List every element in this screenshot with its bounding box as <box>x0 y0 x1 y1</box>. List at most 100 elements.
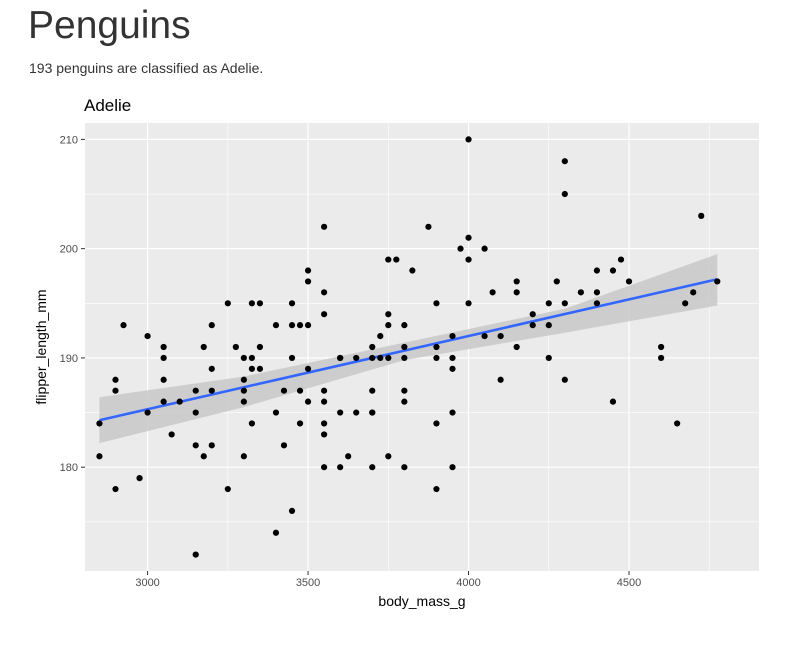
data-point <box>192 551 199 558</box>
data-point <box>401 322 408 329</box>
data-point <box>200 453 207 460</box>
data-point <box>369 343 376 351</box>
data-point <box>529 322 536 329</box>
data-point <box>248 420 255 427</box>
regression-line <box>99 277 718 422</box>
data-point <box>321 223 328 230</box>
data-point <box>385 354 392 362</box>
data-point <box>457 245 464 252</box>
data-point <box>112 485 119 493</box>
data-point <box>401 343 408 351</box>
data-point <box>425 223 432 230</box>
data-point <box>561 300 568 307</box>
data-point <box>288 507 296 515</box>
data-point <box>280 442 288 449</box>
data-point <box>449 354 456 362</box>
data-point <box>529 311 536 318</box>
data-point <box>272 322 280 329</box>
data-point <box>272 529 280 536</box>
data-point <box>176 398 183 405</box>
data-point <box>625 278 633 285</box>
data-point <box>240 354 247 362</box>
data-point <box>545 322 552 329</box>
data-points <box>96 136 721 558</box>
data-point <box>513 289 520 296</box>
data-point <box>288 354 296 362</box>
data-point <box>296 420 304 427</box>
data-point <box>433 485 440 493</box>
data-point <box>288 300 296 307</box>
data-point <box>433 420 440 427</box>
data-point <box>353 354 360 362</box>
data-point <box>561 158 568 165</box>
data-point <box>192 409 199 416</box>
data-point <box>449 464 456 471</box>
data-point <box>714 278 721 285</box>
x-axis-label: body_mass_g <box>378 593 465 609</box>
data-point <box>240 387 247 394</box>
chart-title: Adelie <box>84 96 131 115</box>
data-point <box>497 332 504 340</box>
data-point <box>321 420 328 427</box>
data-point <box>377 332 384 340</box>
data-point <box>296 322 304 329</box>
data-point <box>288 322 296 329</box>
y-axis: 180 190 200 210 <box>60 134 85 474</box>
data-point <box>160 398 167 405</box>
data-point <box>160 376 167 383</box>
data-point <box>304 322 312 329</box>
data-point <box>248 354 255 362</box>
data-point <box>321 464 328 471</box>
data-point <box>433 354 440 362</box>
data-point <box>369 387 376 394</box>
data-point <box>545 300 552 307</box>
data-point <box>369 354 376 362</box>
data-point <box>545 354 552 362</box>
data-point <box>321 431 328 438</box>
data-point <box>192 442 199 449</box>
data-point <box>224 485 231 493</box>
data-point <box>489 289 496 296</box>
data-point <box>449 365 456 372</box>
data-point <box>208 322 215 329</box>
x-tick-label: 4000 <box>456 577 480 589</box>
x-tick-label: 3500 <box>296 577 320 589</box>
data-point <box>280 387 288 394</box>
data-point <box>609 267 617 274</box>
data-point <box>385 256 392 263</box>
data-point <box>160 343 167 351</box>
data-point <box>465 300 472 307</box>
data-point <box>617 256 625 263</box>
y-tick-label: 190 <box>60 353 78 365</box>
data-point <box>321 289 328 296</box>
page-title: Penguins <box>28 4 191 47</box>
data-point <box>112 387 119 394</box>
data-point <box>144 332 151 340</box>
data-point <box>401 398 408 405</box>
data-point <box>449 332 456 340</box>
data-point <box>377 354 384 362</box>
data-point <box>658 354 665 362</box>
data-point <box>481 332 488 340</box>
x-axis: 3000 3500 4000 4500 <box>135 571 641 589</box>
data-point <box>658 343 665 351</box>
data-point <box>553 278 560 285</box>
data-point <box>401 387 408 394</box>
data-point <box>593 300 601 307</box>
x-tick-label: 3000 <box>135 577 159 589</box>
data-point <box>304 278 312 285</box>
data-point <box>96 420 103 427</box>
data-point <box>369 409 376 416</box>
data-point <box>240 398 247 405</box>
data-point <box>369 464 376 471</box>
data-point <box>513 343 520 351</box>
data-point <box>481 245 488 252</box>
data-point <box>240 453 247 460</box>
data-point <box>168 431 175 438</box>
data-point <box>337 409 344 416</box>
data-point <box>160 354 167 362</box>
data-point <box>256 300 264 307</box>
data-point <box>208 365 215 372</box>
data-point <box>144 409 151 416</box>
